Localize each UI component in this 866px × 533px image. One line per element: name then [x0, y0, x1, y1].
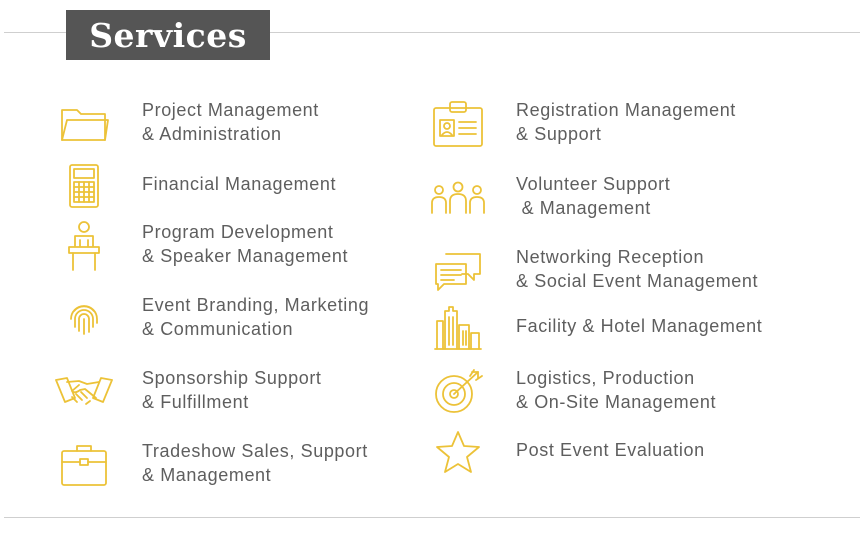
service-label-line2: & Management: [516, 198, 651, 218]
service-label-line1: Post Event Evaluation: [516, 440, 705, 460]
service-label-line1: Registration Management: [516, 100, 736, 120]
section-title-box: Services: [66, 10, 270, 60]
service-label: Volunteer Support & Management: [516, 172, 670, 220]
page-title: Services: [89, 15, 247, 55]
service-label-line1: Program Development: [142, 222, 334, 242]
service-label-line1: Networking Reception: [516, 247, 705, 267]
star-icon: [430, 426, 486, 478]
service-label: Project Management & Administration: [142, 98, 319, 146]
service-label-line1: Financial Management: [142, 174, 337, 194]
top-divider: [4, 32, 860, 33]
id-badge-icon: [430, 98, 486, 150]
service-label-line2: & Communication: [142, 319, 294, 339]
handshake-icon: [55, 366, 113, 418]
service-label: Registration Management & Support: [516, 98, 736, 146]
service-label-line1: Volunteer Support: [516, 174, 671, 194]
service-label-line2: & Speaker Management: [142, 246, 349, 266]
calculator-icon: [56, 160, 112, 212]
bottom-divider: [4, 517, 860, 518]
people-group-icon: [430, 172, 486, 224]
service-label: Financial Management: [142, 172, 336, 196]
service-label-line1: Project Management: [142, 100, 319, 120]
service-label: Facility & Hotel Management: [516, 314, 762, 338]
service-label: Event Branding, Marketing & Communicatio…: [142, 293, 369, 341]
service-label-line1: Logistics, Production: [516, 368, 695, 388]
speaker-podium-icon: [56, 220, 112, 272]
service-label-line2: & Fulfillment: [142, 392, 249, 412]
service-label: Program Development & Speaker Management: [142, 220, 348, 268]
target-icon: [430, 366, 486, 418]
service-label: Sponsorship Support & Fulfillment: [142, 366, 322, 414]
service-label-line1: Facility & Hotel Management: [516, 316, 763, 336]
service-label-line2: & On-Site Management: [516, 392, 717, 412]
service-label-line2: & Management: [142, 465, 272, 485]
service-label-line1: Event Branding, Marketing: [142, 295, 370, 315]
buildings-icon: [430, 302, 486, 354]
chat-bubbles-icon: [430, 245, 486, 297]
service-label-line1: Sponsorship Support: [142, 368, 322, 388]
briefcase-icon: [56, 439, 112, 491]
service-label: Tradeshow Sales, Support & Management: [142, 439, 368, 487]
service-label: Networking Reception & Social Event Mana…: [516, 245, 758, 293]
folder-icon: [56, 98, 112, 150]
service-label: Logistics, Production & On-Site Manageme…: [516, 366, 716, 414]
service-label-line2: & Support: [516, 124, 602, 144]
service-label-line1: Tradeshow Sales, Support: [142, 441, 368, 461]
service-label: Post Event Evaluation: [516, 438, 705, 462]
service-label-line2: & Administration: [142, 124, 282, 144]
service-label-line2: & Social Event Management: [516, 271, 759, 291]
fingerprint-icon: [56, 293, 112, 345]
